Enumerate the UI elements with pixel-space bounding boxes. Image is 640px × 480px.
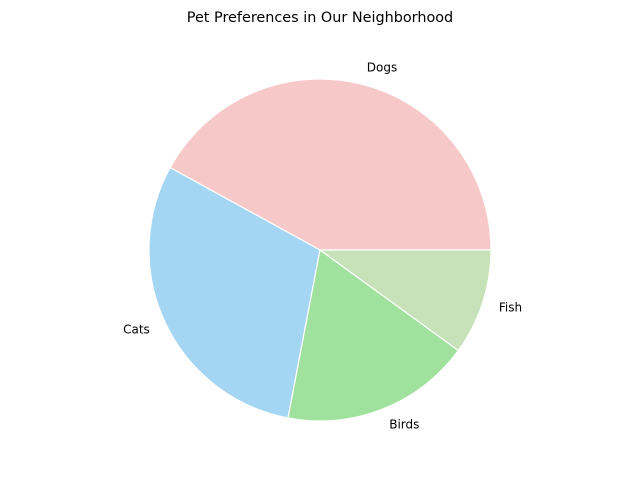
pie-slice-birds: [287, 248, 460, 422]
chart-title: Pet Preferences in Our Neighborhood: [186, 10, 454, 26]
pie-label-dogs: Dogs: [367, 60, 397, 74]
pie-label-cats: Cats: [123, 323, 150, 337]
pie-slice-fish: [318, 249, 492, 352]
pie-label-birds: Birds: [389, 417, 419, 431]
pie-label-fish: Fish: [499, 301, 522, 315]
pie-slice-cats: [148, 166, 321, 419]
pie-slice-dogs: [169, 78, 492, 251]
